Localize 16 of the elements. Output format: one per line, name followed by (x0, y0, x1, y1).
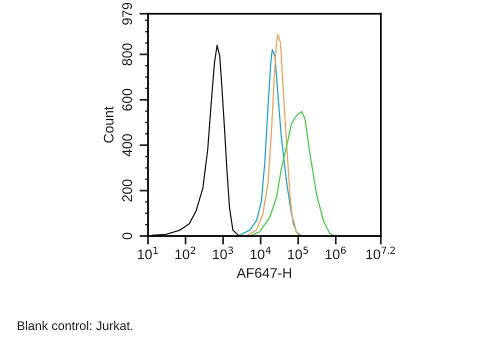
text: Blank control: Jurkat. (18, 320, 132, 330)
x-tick-label: 10$^{2}$ (176, 246, 196, 260)
y-tick-label: 200 (122, 180, 132, 202)
x-tick-label: 10$^{1}$ (138, 246, 158, 260)
x-tick-label: 10$^{3}$ (213, 246, 233, 260)
y-tick-label: 0 (122, 232, 132, 240)
x-tick-label: 10$^{6}$ (326, 246, 346, 260)
y-tick-label: 979 (122, 2, 132, 25)
x-tick-label: 10$^{5}$ (288, 246, 308, 260)
x-tick-label: 10$^{7.2}$ (366, 246, 395, 260)
y-axis-title: Count (104, 106, 114, 143)
x-axis-title: AF647-H (236, 268, 292, 278)
x-tick-label: 10$^{4}$ (250, 246, 271, 260)
y-tick-label: 600 (122, 88, 132, 111)
y-tick-label: 400 (122, 134, 132, 156)
y-tick-label: 800 (122, 43, 132, 66)
